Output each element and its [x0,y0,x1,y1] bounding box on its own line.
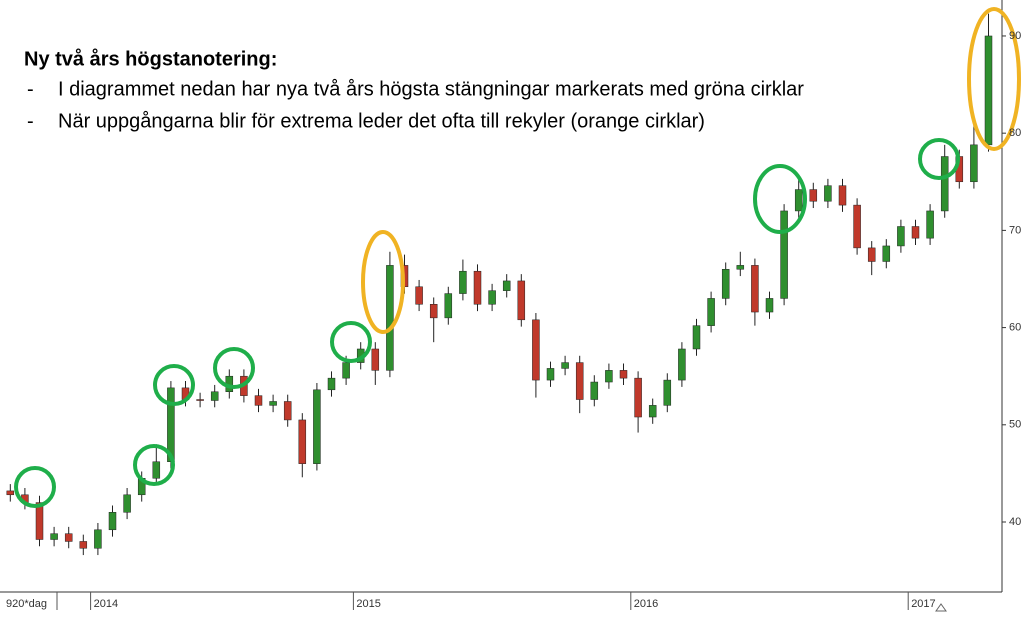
candle-body [575,362,584,400]
y-tick-label: 70 [1009,224,1021,236]
candle-body [561,362,569,369]
green-circle [918,138,960,180]
candle-body [692,325,701,350]
y-tick-label: 80 [1009,127,1021,139]
candle-body [824,185,832,202]
bullet-marker: - [27,110,34,132]
candle-body [605,370,613,383]
candle-body [35,502,44,540]
annotations [14,7,1021,508]
candle-body [502,280,511,291]
candle-body [897,226,905,247]
candle-body [546,368,555,381]
green-circle [14,466,56,508]
candle-body [488,290,496,305]
candle-body [196,399,204,401]
candle-body [663,379,672,406]
orange-circle [361,230,405,334]
y-tick-label: 40 [1009,516,1021,528]
candle-body [882,245,891,262]
candle-body [327,377,336,391]
x-tick-label: 2015 [356,598,380,610]
candle-body [751,265,759,313]
bullet-marker: - [27,78,34,100]
candle-body [459,270,467,294]
green-circle [753,164,807,234]
candle-body [371,348,380,371]
candle-body [50,533,58,540]
candle-body [79,541,88,549]
candle-body [415,286,423,305]
candle-body [473,270,482,305]
candle-body [342,362,350,379]
candle-body [108,512,117,531]
bullet-text: När uppgångarna blir för extrema leder d… [58,110,705,132]
candle-body [736,265,745,270]
candle-body [838,185,847,206]
candle-body [94,529,102,549]
candle-body [590,381,599,400]
period-label: 920*dag [6,598,47,610]
candle-body [298,419,307,464]
candle-body [269,401,277,406]
green-circle [213,347,255,389]
title: Ny två års högstanotering: [24,47,277,70]
candle-body [794,189,803,212]
candle-body [940,156,949,212]
candle-body [254,395,263,406]
green-circle [330,321,372,363]
plot-area [6,13,993,556]
candle-body [926,210,934,239]
scroll-icon [935,603,947,612]
candle-body [765,298,774,313]
candle-body [970,144,978,183]
candle-body [911,226,920,239]
candle-body [210,391,219,401]
candle-body [619,370,628,379]
candle-body [152,461,161,479]
candle-body [707,298,715,326]
green-circle [153,364,195,406]
candle-body [678,348,686,381]
candle-body [780,210,788,299]
candle-body [532,319,540,381]
candle-body [867,247,876,262]
candle-body [517,280,526,321]
candle-body [809,189,818,202]
green-circle [133,444,175,486]
y-tick-label: 50 [1009,419,1021,431]
x-tick-label: 2016 [634,598,658,610]
candle-body [721,269,730,299]
candle-body [123,494,131,513]
bullet-text: I diagrammet nedan har nya två års högst… [58,78,804,100]
candle-body [444,293,453,319]
x-tick-label: 2017 [911,598,935,610]
x-tick-label: 2014 [94,598,118,610]
candle-body [386,265,394,371]
candle-body [984,35,993,146]
candle-body [6,490,15,496]
candle-body [648,405,657,418]
candle-body [283,401,292,421]
y-tick-label: 60 [1009,321,1021,333]
y-tick-label: 90 [1009,30,1021,42]
candle-body [313,389,321,464]
candle-body [429,304,438,319]
candle-body [853,204,861,249]
orange-circle [967,7,1021,151]
candle-body [64,533,73,542]
candle-body [634,377,642,418]
